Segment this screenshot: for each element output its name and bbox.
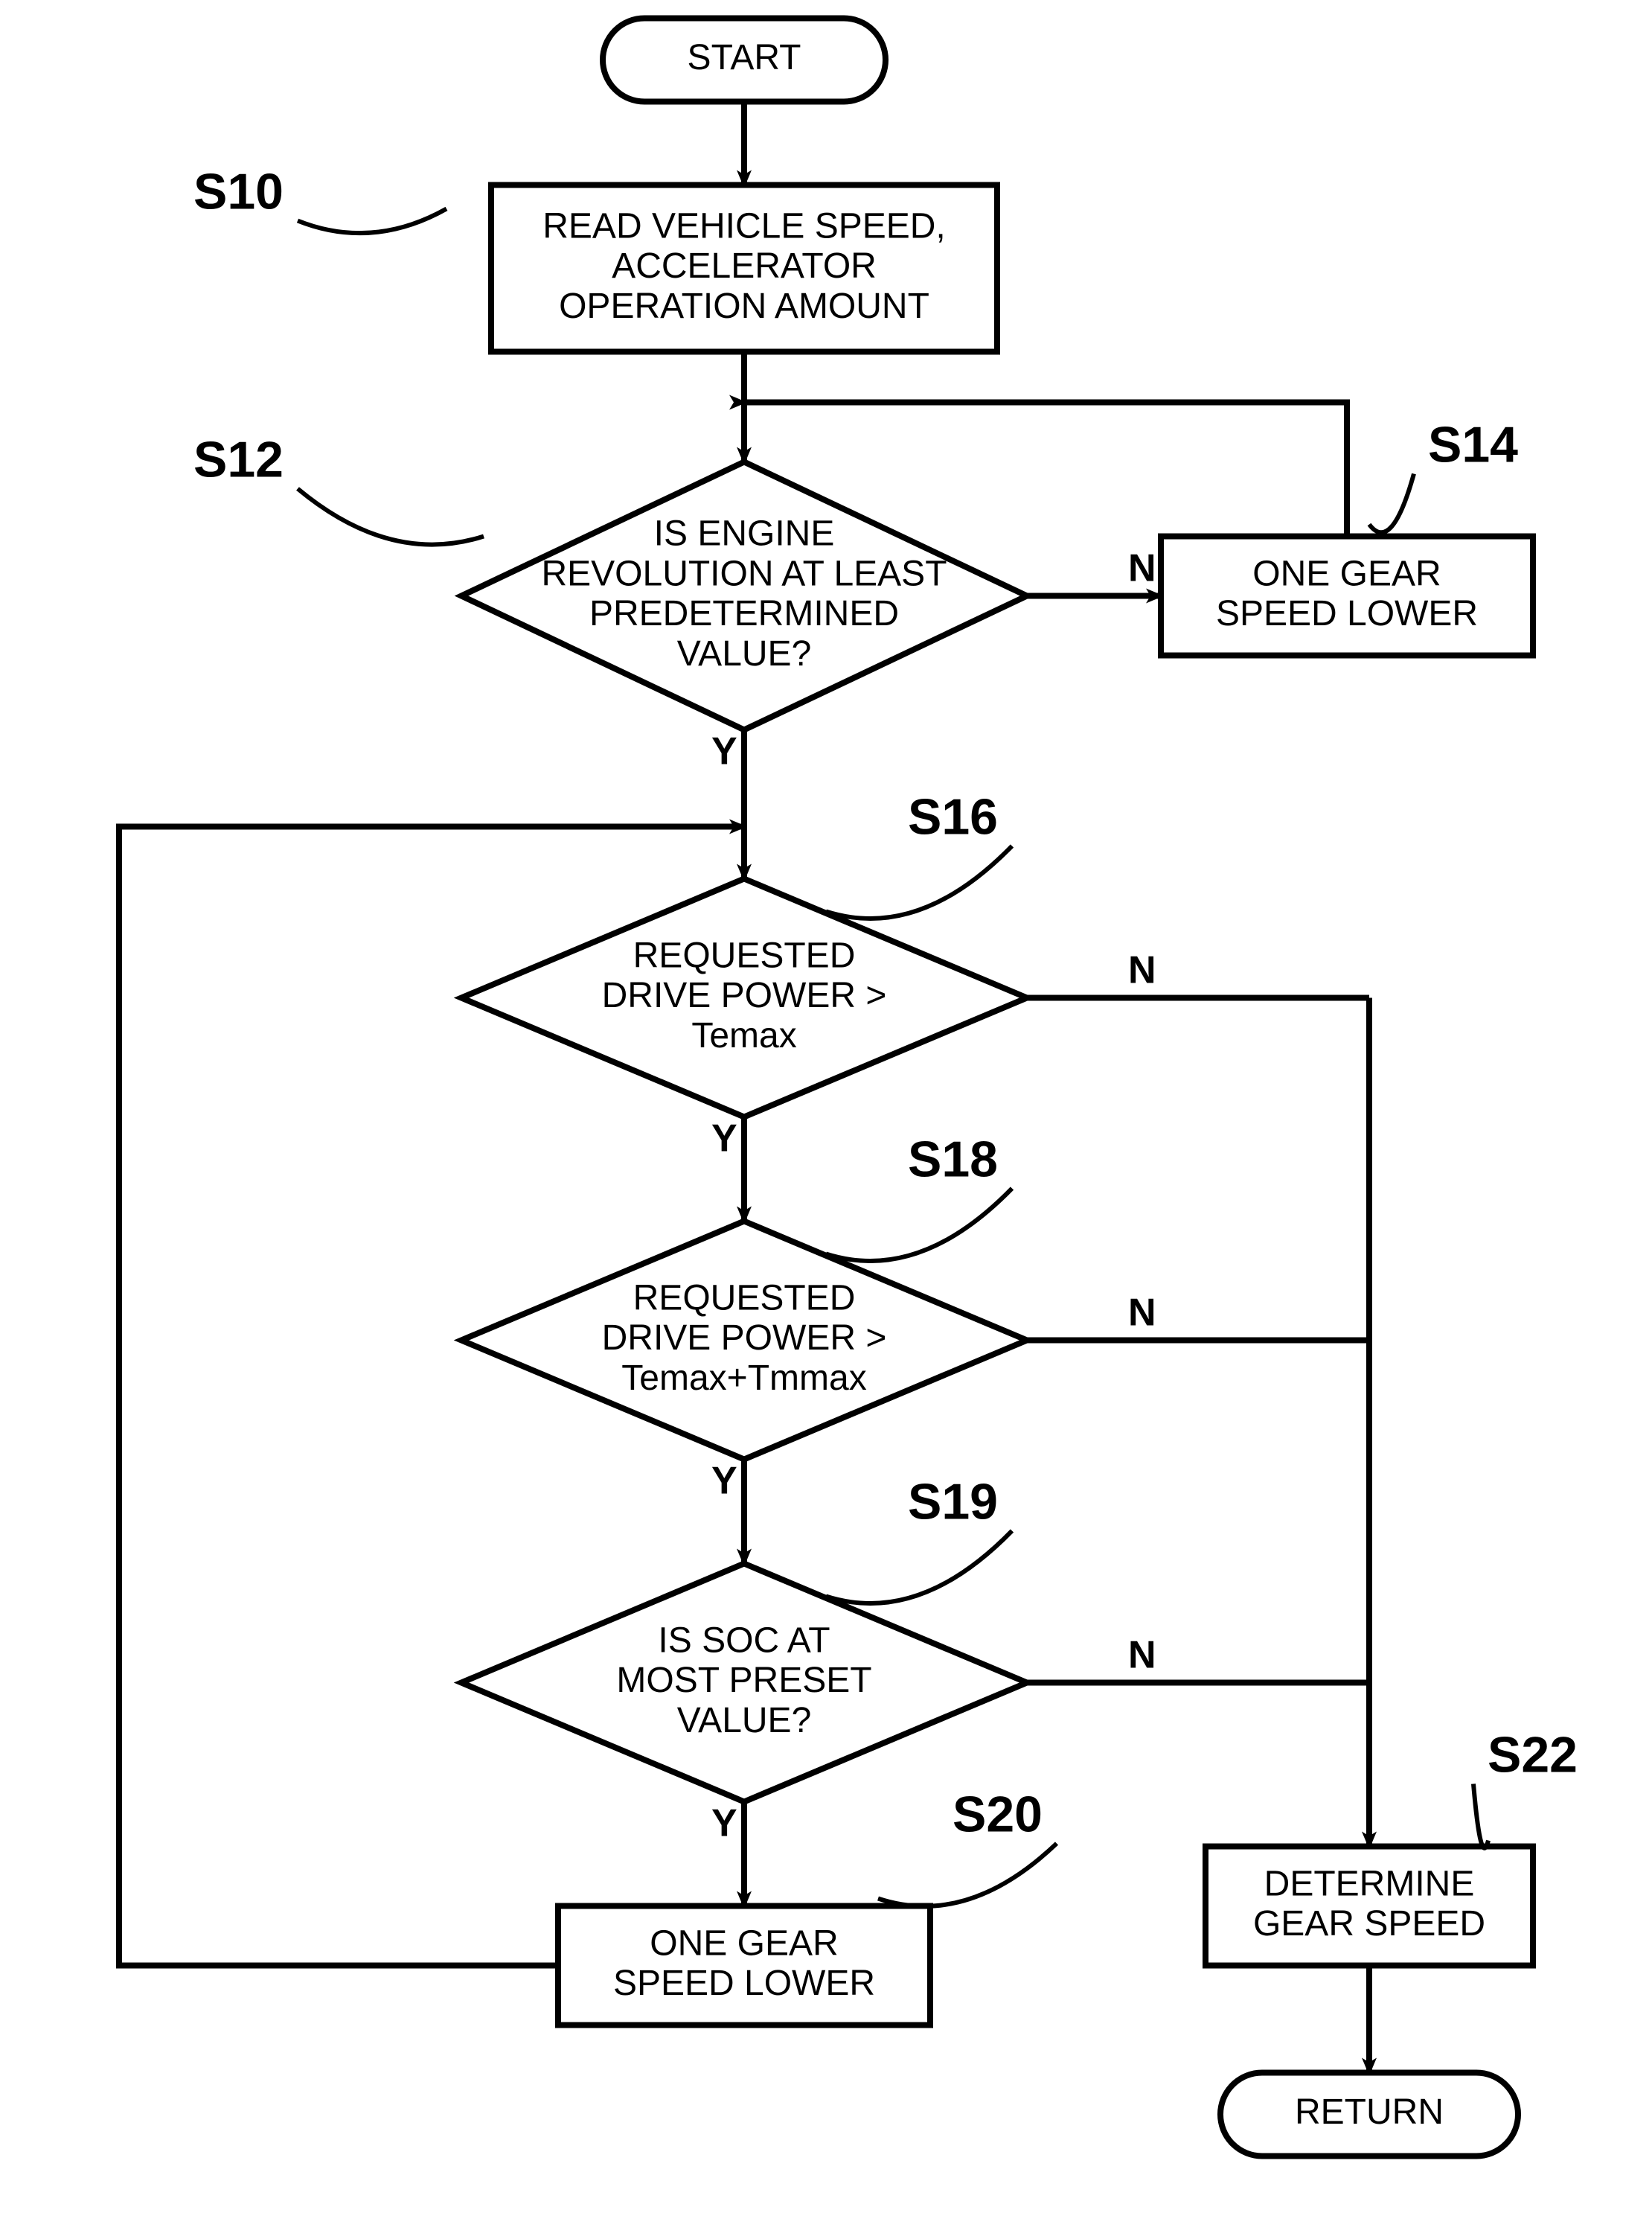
step-label-callout-S14 bbox=[1369, 474, 1414, 533]
step-label-S19: S19 bbox=[908, 1474, 998, 1530]
step-label-callout-S12 bbox=[298, 489, 484, 545]
s19-text-line-2: VALUE? bbox=[677, 1701, 812, 1740]
step-label-callout-S19 bbox=[826, 1531, 1012, 1604]
s22-text-line-0: DETERMINE bbox=[1264, 1864, 1475, 1903]
s10-text-line-2: OPERATION AMOUNT bbox=[559, 287, 929, 326]
s12-text-line-1: REVOLUTION AT LEAST bbox=[541, 554, 947, 593]
step-label-callout-S22 bbox=[1473, 1784, 1488, 1848]
step-label-S14: S14 bbox=[1428, 417, 1518, 473]
s16-text-line-1: DRIVE POWER > bbox=[602, 976, 887, 1015]
s16-text-line-0: REQUESTED bbox=[633, 936, 856, 975]
step-label-S22: S22 bbox=[1488, 1727, 1578, 1784]
yn-label-5: Y bbox=[711, 1460, 737, 1503]
yn-label-2: N bbox=[1128, 949, 1156, 992]
yn-label-3: Y bbox=[711, 1117, 737, 1160]
step-label-S12: S12 bbox=[193, 432, 284, 488]
return-text-line-0: RETURN bbox=[1295, 2092, 1444, 2132]
yn-label-7: Y bbox=[711, 1802, 737, 1845]
s12-text-line-3: VALUE? bbox=[677, 634, 812, 674]
s12-text-line-2: PREDETERMINED bbox=[589, 594, 899, 633]
step-label-S10: S10 bbox=[193, 164, 284, 220]
start-text-line-0: START bbox=[688, 38, 801, 77]
step-label-callout-S10 bbox=[298, 209, 446, 234]
s18-text-line-0: REQUESTED bbox=[633, 1278, 856, 1318]
s18-text-line-2: Temax+Tmmax bbox=[621, 1358, 866, 1398]
s20-text-line-0: ONE GEAR bbox=[650, 1923, 838, 1963]
step-label-callout-S20 bbox=[878, 1844, 1057, 1906]
yn-label-0: N bbox=[1128, 547, 1156, 590]
s10-text-line-1: ACCELERATOR bbox=[612, 246, 877, 286]
s14-text-line-0: ONE GEAR bbox=[1252, 554, 1441, 593]
step-label-callout-S16 bbox=[826, 846, 1012, 919]
s19-text-line-0: IS SOC AT bbox=[658, 1620, 830, 1660]
step-label-S16: S16 bbox=[908, 789, 998, 846]
s14-text-line-1: SPEED LOWER bbox=[1216, 594, 1478, 633]
flowchart-svg: START READ VEHICLE SPEED,ACCELERATOROPERA… bbox=[0, 0, 1652, 2213]
s20-text-line-1: SPEED LOWER bbox=[613, 1964, 875, 2003]
step-label-callout-S18 bbox=[826, 1189, 1012, 1262]
yn-label-4: N bbox=[1128, 1291, 1156, 1335]
step-label-S18: S18 bbox=[908, 1131, 998, 1188]
s12-text-line-0: IS ENGINE bbox=[654, 514, 835, 554]
s10-text-line-0: READ VEHICLE SPEED, bbox=[542, 206, 946, 246]
s22-text-line-1: GEAR SPEED bbox=[1253, 1904, 1485, 1944]
s19-text-line-1: MOST PRESET bbox=[616, 1661, 871, 1700]
yn-label-6: N bbox=[1128, 1634, 1156, 1677]
yn-label-1: Y bbox=[711, 730, 737, 773]
s16-text-line-2: Temax bbox=[691, 1016, 796, 1056]
step-label-S20: S20 bbox=[953, 1786, 1043, 1843]
s18-text-line-1: DRIVE POWER > bbox=[602, 1318, 887, 1358]
